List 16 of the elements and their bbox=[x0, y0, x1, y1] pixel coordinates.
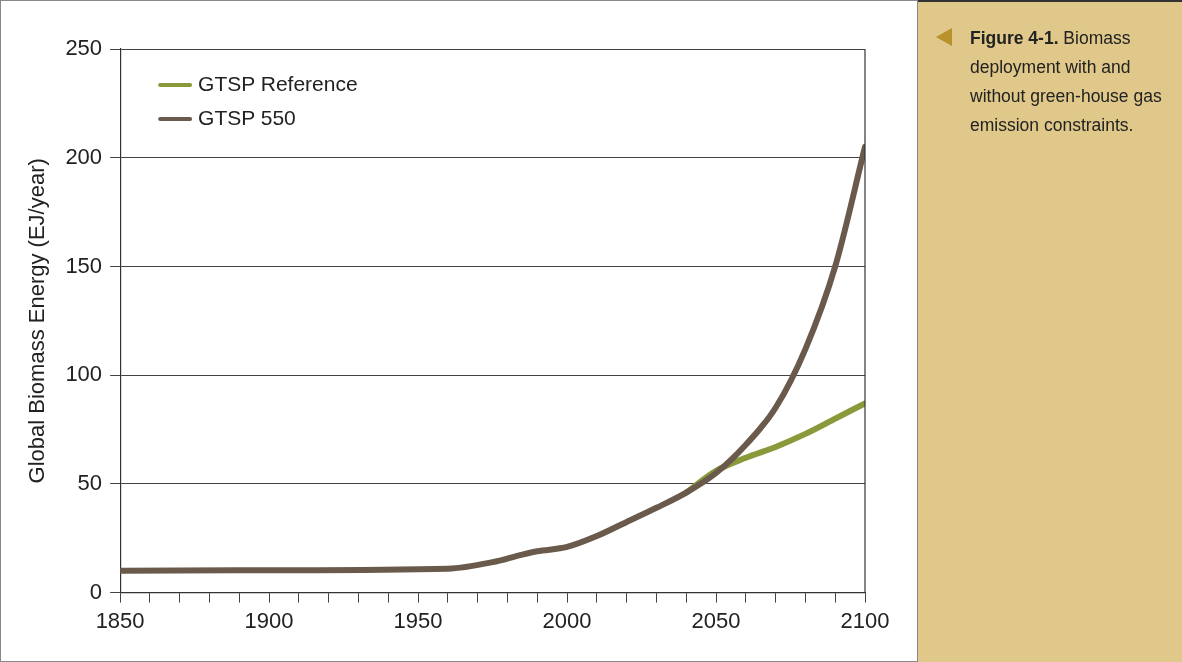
legend-label: GTSP Reference bbox=[198, 71, 358, 95]
y-tick-label: 100 bbox=[65, 361, 103, 387]
y-axis-title: Global Biomass Energy (EJ/year) bbox=[24, 158, 50, 484]
legend-label: GTSP 550 bbox=[198, 105, 296, 129]
y-tick-label: 250 bbox=[65, 35, 103, 61]
x-tick-label: 2100 bbox=[840, 607, 890, 633]
x-tick-label: 1900 bbox=[244, 607, 294, 633]
x-tick-label: 1950 bbox=[393, 607, 443, 633]
y-tick-label: 0 bbox=[89, 578, 103, 604]
y-tick-label: 150 bbox=[65, 252, 103, 278]
y-tick-label: 50 bbox=[77, 469, 103, 495]
caption: Figure 4-1. Biomass deployment with and without green-house gas emission constraints. bbox=[970, 27, 1163, 137]
x-tick-label: 2000 bbox=[542, 607, 592, 633]
y-tick-label: 200 bbox=[65, 143, 103, 169]
x-tick-label: 1850 bbox=[95, 607, 145, 633]
x-tick-label: 2050 bbox=[691, 607, 741, 633]
